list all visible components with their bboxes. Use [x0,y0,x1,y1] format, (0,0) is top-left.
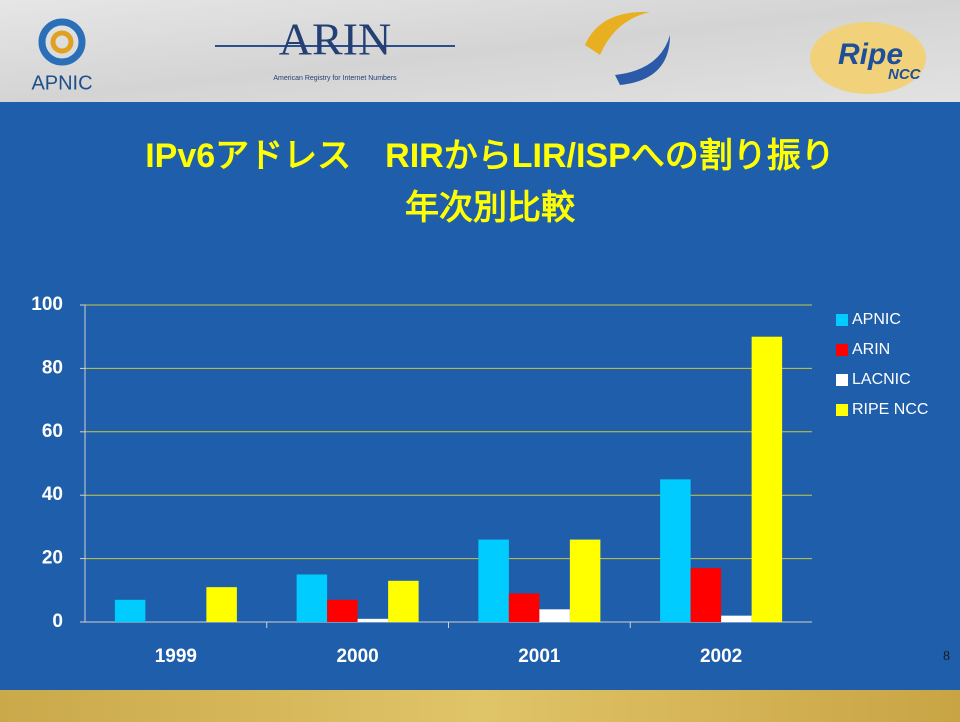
x-tick-label: 2001 [518,646,561,667]
bar [114,599,146,622]
legend-swatch [836,344,848,356]
bar [327,599,358,622]
y-tick-label: 0 [52,611,63,632]
bar [478,539,509,622]
x-tick-label: 1999 [155,646,197,667]
chart-title: 年次別比較 [405,189,576,227]
bar [721,615,752,622]
x-tick-label: 2002 [700,646,742,667]
logo-text: ARIN [279,14,391,65]
legend-swatch [836,404,848,416]
apnic-emblem [38,18,86,66]
logo-text: American Registry for Internet Numbers [273,75,397,82]
y-tick-label: 100 [31,294,63,315]
bar [296,574,328,622]
bar [751,336,783,622]
logo-text: Ripe [838,38,903,71]
bar [660,479,691,622]
y-tick-label: 80 [42,357,63,378]
footer-band [0,690,960,722]
logo-text: NCC [888,66,922,83]
y-tick-label: 20 [42,548,63,569]
ripe-emblem [810,22,926,94]
y-tick-label: 60 [42,421,63,442]
logo-text: APNIC [31,72,92,94]
lacnic-emblem [615,35,670,85]
bar [539,609,570,622]
chart-title: IPv6アドレス RIRからLIR/ISPへの割り振り [145,137,835,175]
x-tick-label: 2000 [336,646,378,667]
header-band [0,0,960,102]
legend-label: ARIN [852,341,890,358]
page-number: 8 [943,649,950,664]
y-tick-label: 40 [42,484,63,505]
lacnic-emblem [585,11,650,55]
apnic-emblem [50,30,74,54]
bar [508,593,540,622]
legend-swatch [836,374,848,386]
bar [206,587,237,622]
bar [569,539,601,622]
bar [357,618,389,622]
bar [388,580,419,622]
legend-label: APNIC [852,311,901,328]
legend-label: RIPE NCC [852,401,928,418]
bar [690,568,722,622]
legend-label: LACNIC [852,371,911,388]
legend-swatch [836,314,848,326]
